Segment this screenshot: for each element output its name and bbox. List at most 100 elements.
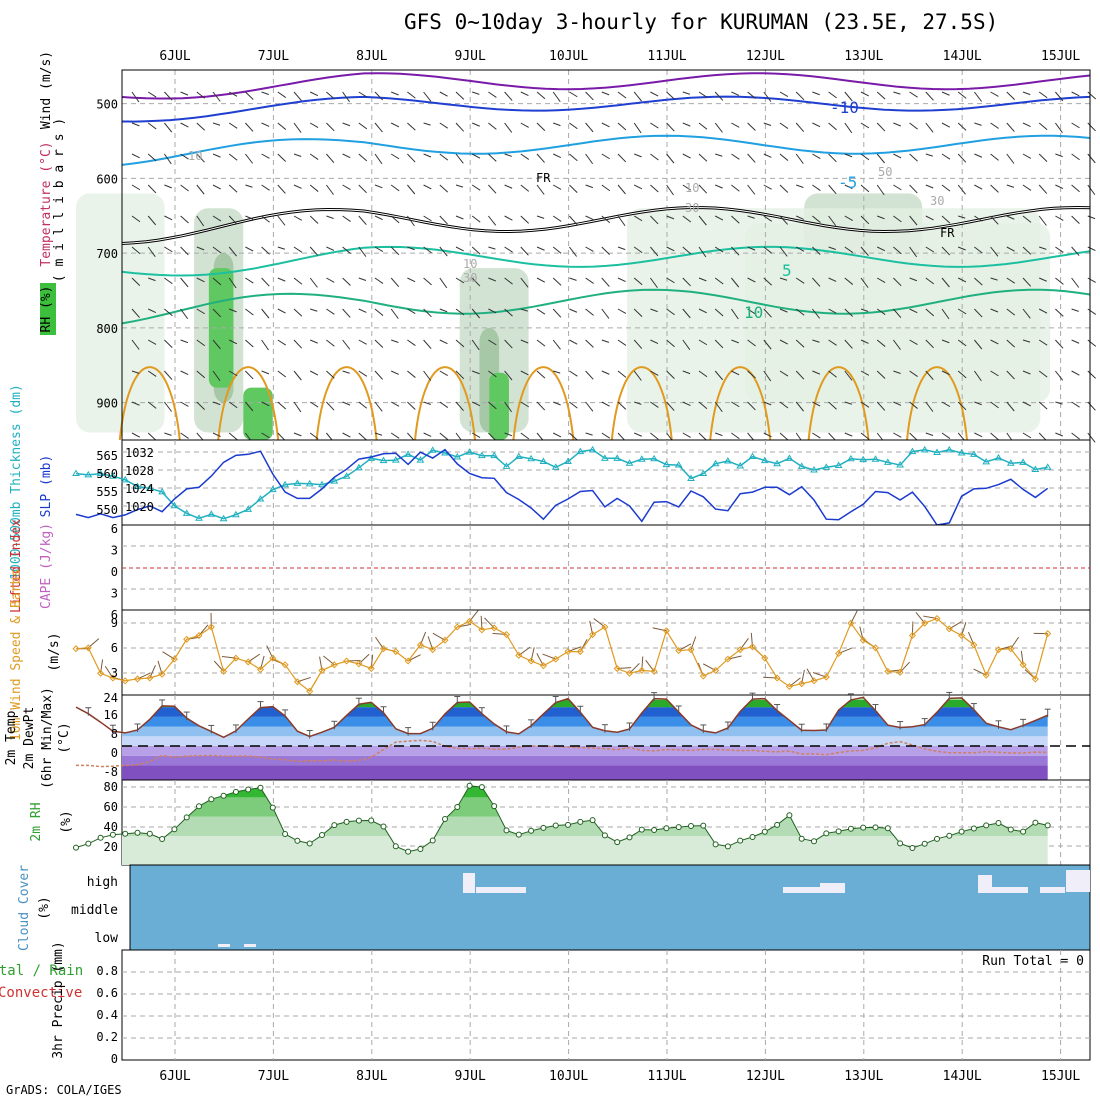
rh-point: [221, 793, 226, 798]
rh-point: [885, 826, 890, 831]
cloud-gap-9: [244, 944, 256, 947]
rh-point: [590, 818, 595, 823]
rh-point: [393, 844, 398, 849]
rh-point: [529, 828, 534, 833]
slp-tick-label: 1024: [125, 482, 154, 496]
rh2m-unit: (%): [59, 810, 74, 833]
rh-tick-label: 20: [104, 840, 118, 854]
rh-point: [627, 835, 632, 840]
precip-axis-label: 3hr Precip (mm): [51, 941, 66, 1058]
thickness-tick-label: 565: [96, 449, 118, 463]
rh-point: [787, 813, 792, 818]
rh-point: [209, 797, 214, 802]
rh-point: [467, 783, 472, 788]
rh-point: [356, 818, 361, 823]
pressure-tick-label: 700: [96, 247, 118, 261]
precip-tick-label: 0: [111, 1052, 118, 1066]
rh-point: [701, 823, 706, 828]
rh-point: [344, 819, 349, 824]
rh-point: [799, 836, 804, 841]
rh-point: [135, 830, 140, 835]
wind-tick-label: 9: [111, 616, 118, 630]
li-tick-label: 3: [111, 587, 118, 601]
contour-label-9: 10: [685, 181, 699, 195]
top-date-label-8: 14JUL: [943, 49, 982, 64]
rh-point: [971, 826, 976, 831]
contour-label-7: 30: [685, 201, 699, 215]
bottom-date-label-9: 15JUL: [1041, 1069, 1080, 1084]
cloud-unit: (%): [37, 896, 52, 919]
rh-point: [984, 823, 989, 828]
pressure-tick-label: 600: [96, 172, 118, 186]
cape-axis-label: CAPE (J/kg): [39, 523, 54, 609]
rh-point: [541, 825, 546, 830]
cloud-gap-7: [1066, 870, 1090, 892]
rh-point: [910, 846, 915, 851]
cloud-gap-0: [463, 873, 475, 893]
rh-point: [443, 817, 448, 822]
rh-point: [504, 828, 509, 833]
bottom-date-label-1: 7JUL: [258, 1069, 289, 1084]
temp-band-2: [122, 746, 1090, 756]
cloud-level-high: high: [87, 875, 118, 890]
bottom-date-label-7: 13JUL: [844, 1069, 883, 1084]
rh-point: [320, 833, 325, 838]
rh-point: [713, 842, 718, 847]
precip-tick-label: 0.2: [96, 1030, 118, 1044]
thickness-tick-label: 555: [96, 485, 118, 499]
wind-tick-label: 6: [111, 641, 118, 655]
rh-point: [295, 838, 300, 843]
rh-point: [381, 824, 386, 829]
thickness-marker: [73, 471, 79, 476]
wind-tick-label: 24: [104, 691, 118, 705]
top-date-label-2: 8JUL: [356, 49, 387, 64]
bottom-date-label-2: 8JUL: [356, 1069, 387, 1084]
wind-axis-label: Wind (m/s): [39, 51, 54, 129]
rh2m-axis-label: 2m RH: [29, 802, 44, 841]
rh-point: [762, 829, 767, 834]
pressure-tick-label: 500: [96, 98, 118, 112]
rh-point: [725, 844, 730, 849]
rh-point: [246, 787, 251, 792]
rh-point: [566, 822, 571, 827]
contour-label-11: 30: [930, 194, 944, 208]
temp-tick-label: -8: [104, 765, 118, 779]
bottom-date-label-5: 11JUL: [647, 1069, 686, 1084]
rh-point: [270, 805, 275, 810]
thickness-tick-label: 560: [96, 467, 118, 481]
rh-point: [1045, 823, 1050, 828]
rh-high-3: [243, 388, 273, 440]
wind10m-unit: (m/s): [47, 632, 62, 671]
upper-panel: -10-5510FRFR1030501030301050060070080090…: [76, 70, 1096, 443]
rh-point: [861, 825, 866, 830]
rh-point: [74, 845, 79, 850]
contour-label-0: -10: [830, 98, 859, 117]
thickness-tick-label: 550: [96, 503, 118, 517]
top-date-label-7: 13JUL: [844, 49, 883, 64]
rh-point: [848, 826, 853, 831]
rh-point: [332, 823, 337, 828]
cloud-gap-5: [992, 887, 1028, 893]
rh-point: [406, 849, 411, 854]
rh-axis-label: RH (%): [39, 286, 54, 333]
top-date-label-5: 11JUL: [647, 49, 686, 64]
cloud-fill: [130, 865, 1090, 950]
rh-point: [123, 831, 128, 836]
pressure-tick-label: 900: [96, 397, 118, 411]
rh-point: [738, 838, 743, 843]
rh-point: [812, 839, 817, 844]
temp-axis-label-b: 2m DewPt: [22, 707, 37, 770]
slp-panel-frame: [122, 440, 1090, 525]
li-tick-label: 3: [111, 544, 118, 558]
temp-band-1: [122, 756, 1090, 766]
top-date-label-4: 10JUL: [549, 49, 588, 64]
rh-point: [197, 804, 202, 809]
rh-point: [664, 826, 669, 831]
top-date-label-1: 7JUL: [258, 49, 289, 64]
rh-point: [836, 829, 841, 834]
top-date-label-3: 9JUL: [455, 49, 486, 64]
bottom-date-label-0: 6JUL: [159, 1069, 190, 1084]
rh-tick-label: 60: [104, 800, 118, 814]
